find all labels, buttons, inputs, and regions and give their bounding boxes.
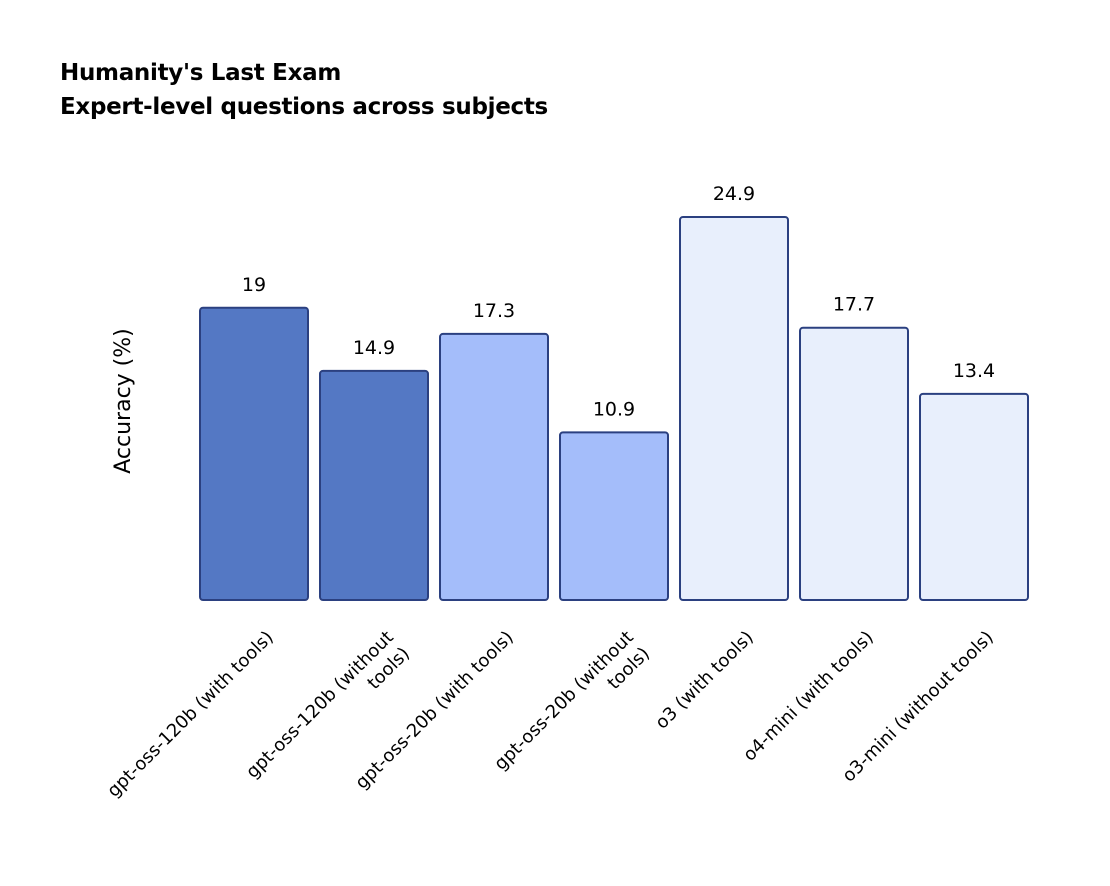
y-axis-label: Accuracy (%) <box>111 328 136 474</box>
x-tick-label-5: o4-mini (with tools) <box>739 627 878 766</box>
x-tick-label-3: gpt-oss-20b (withouttools) <box>490 627 654 791</box>
chart-subtitle: Expert-level questions across subjects <box>60 94 548 120</box>
bar-2 <box>439 332 549 601</box>
bar-3 <box>559 431 669 601</box>
chart-title: Humanity's Last Exam <box>60 60 341 86</box>
bar-value-label-6: 13.4 <box>953 360 995 382</box>
x-tick-label-line: o4-mini (with tools) <box>739 627 878 766</box>
x-tick-label-line: gpt-oss-20b (without <box>490 627 638 775</box>
bar-value-label-4: 24.9 <box>713 183 755 205</box>
x-tick-label-1: gpt-oss-120b (withouttools) <box>242 627 414 799</box>
bar-value-label-3: 10.9 <box>593 398 635 420</box>
bar-value-label-5: 17.7 <box>833 294 875 316</box>
x-tick-labels-layer: gpt-oss-120b (with tools)gpt-oss-120b (w… <box>103 627 998 802</box>
x-tick-label-4: o3 (with tools) <box>651 627 757 733</box>
bar-value-label-2: 17.3 <box>473 300 515 322</box>
bars-layer <box>199 216 1029 601</box>
bar-0 <box>199 306 309 601</box>
bar-value-label-0: 19 <box>242 274 266 296</box>
bar-value-label-1: 14.9 <box>353 337 395 359</box>
value-labels-layer: 19 14.9 17.3 10.9 24.9 17.7 13.4 <box>242 183 995 420</box>
bar-6 <box>919 392 1029 601</box>
bar-1 <box>319 369 429 601</box>
x-tick-label-line: o3 (with tools) <box>651 627 757 733</box>
bar-5 <box>799 326 909 601</box>
bar-4 <box>679 216 789 601</box>
chart-title-block: Humanity's Last Exam Expert-level questi… <box>60 56 548 124</box>
